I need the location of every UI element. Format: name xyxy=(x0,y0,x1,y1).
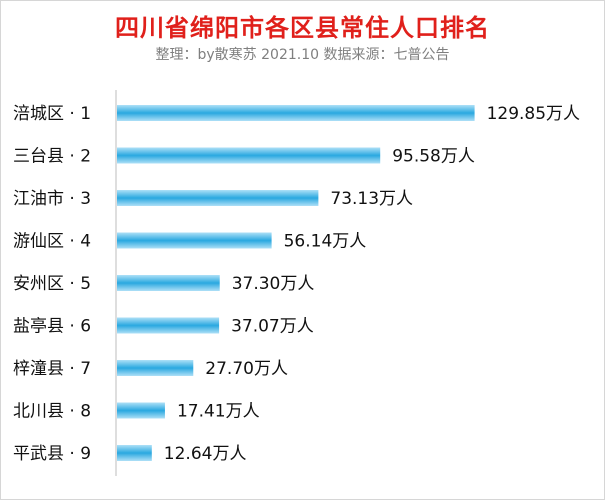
value-label: 12.64万人 xyxy=(164,444,247,464)
value-label: 37.30万人 xyxy=(232,274,315,294)
bar xyxy=(117,232,272,249)
category-label: 北川县 · 8 xyxy=(13,402,91,422)
category-label: 梓潼县 · 7 xyxy=(13,359,91,379)
value-label: 27.70万人 xyxy=(205,359,288,379)
value-label: 73.13万人 xyxy=(330,189,413,209)
value-label: 17.41万人 xyxy=(177,402,260,422)
category-label: 平武县 · 9 xyxy=(13,444,91,464)
bar xyxy=(117,275,220,291)
category-label: 盐亭县 · 6 xyxy=(13,317,91,337)
category-label: 安州区 · 5 xyxy=(13,274,91,294)
bar xyxy=(117,105,475,121)
chart-title: 四川省绵阳市各区县常住人口排名 xyxy=(115,14,490,42)
value-label: 95.58万人 xyxy=(392,147,475,167)
bar xyxy=(117,147,381,164)
value-label: 37.07万人 xyxy=(231,317,314,337)
category-label: 三台县 · 2 xyxy=(13,147,91,167)
bar xyxy=(117,360,194,376)
bar xyxy=(117,402,165,419)
category-label: 江油市 · 3 xyxy=(13,189,91,209)
bar xyxy=(117,445,152,461)
category-label: 游仙区 · 4 xyxy=(13,232,91,252)
bar xyxy=(117,190,319,206)
chart-subtitle: 整理：by散寒苏 2021.10 数据来源：七普公告 xyxy=(155,47,450,63)
bar xyxy=(117,317,220,334)
value-label: 129.85万人 xyxy=(487,104,580,124)
category-label: 涪城区 · 1 xyxy=(13,104,91,124)
value-label: 56.14万人 xyxy=(284,232,367,252)
